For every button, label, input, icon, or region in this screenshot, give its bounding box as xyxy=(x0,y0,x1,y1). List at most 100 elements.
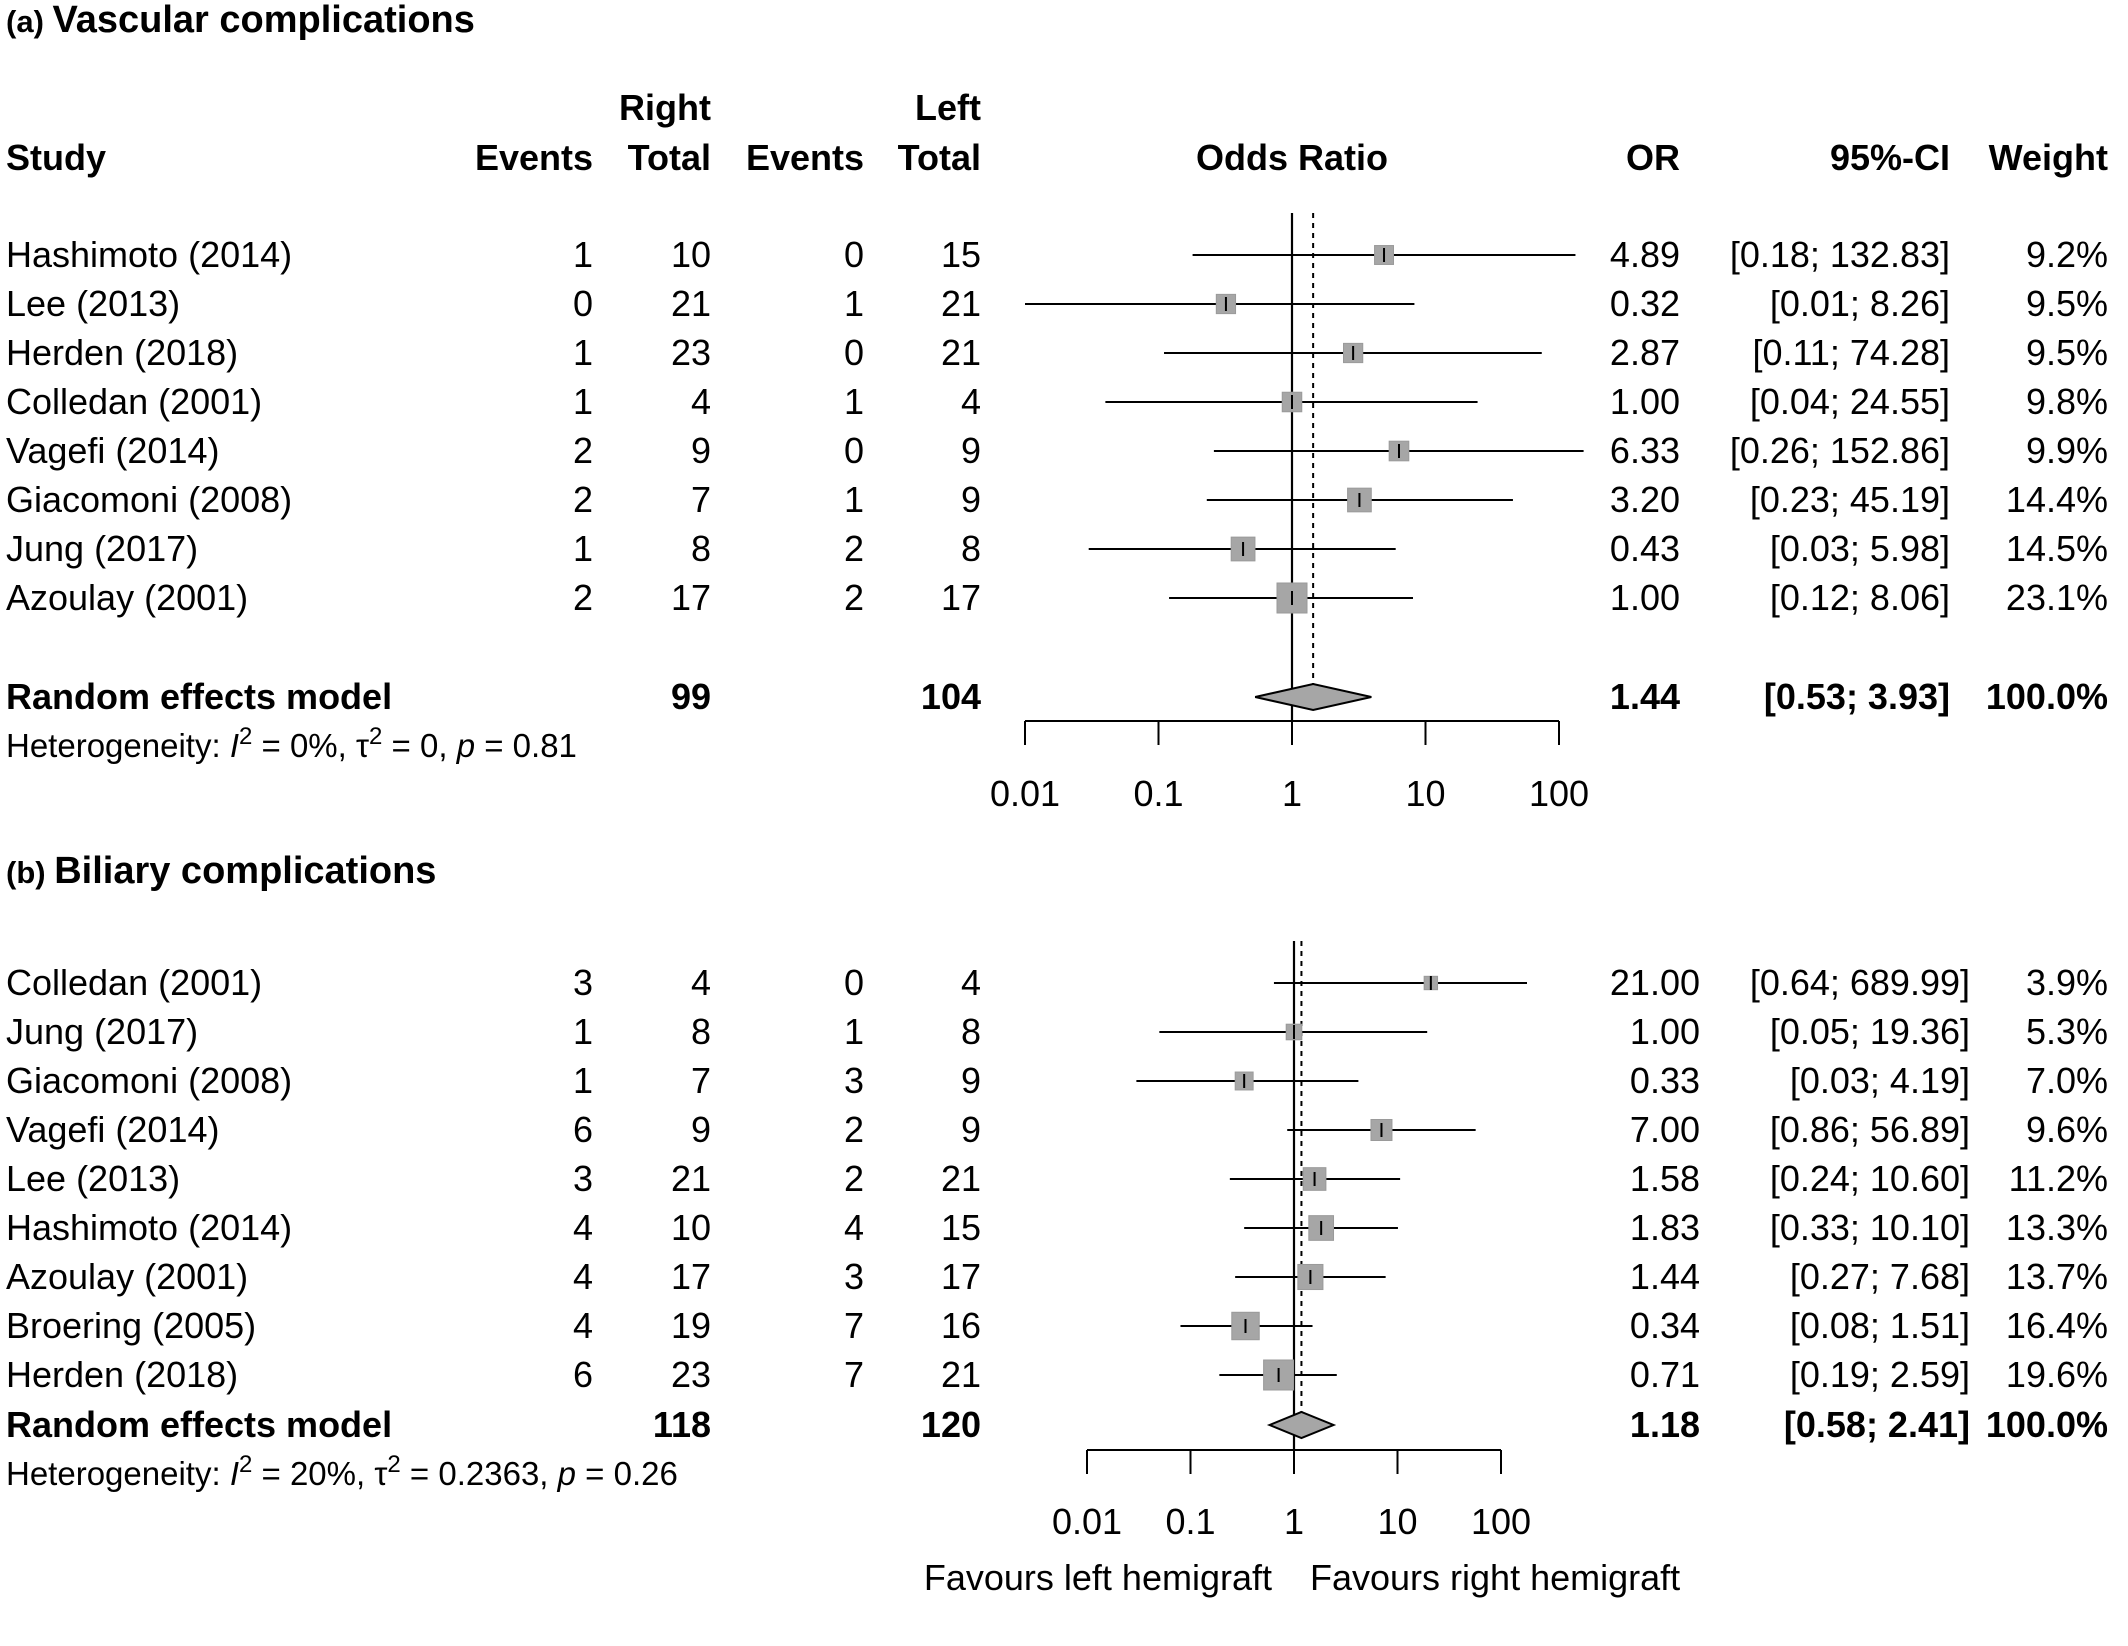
left-events: 0 xyxy=(844,962,864,1003)
left-events: 1 xyxy=(844,1011,864,1052)
right-events: 4 xyxy=(573,1256,593,1297)
ci-value: [0.03; 5.98] xyxy=(1770,528,1950,569)
right-total: 23 xyxy=(671,332,711,373)
left-events: 0 xyxy=(844,430,864,471)
left-total: 8 xyxy=(961,528,981,569)
ci-value: [0.05; 19.36] xyxy=(1770,1011,1970,1052)
weight-value: 11.2% xyxy=(2009,1158,2108,1199)
right-total: 19 xyxy=(671,1305,711,1346)
study-label: Azoulay (2001) xyxy=(6,1256,248,1297)
ci-value: [0.26; 152.86] xyxy=(1730,430,1950,471)
study-label: Giacomoni (2008) xyxy=(6,1060,292,1101)
right-events: 1 xyxy=(573,1060,593,1101)
left-total: 17 xyxy=(941,1256,981,1297)
study-label: Vagefi (2014) xyxy=(6,1109,219,1150)
summary-left-total: 104 xyxy=(921,676,981,717)
right-total: 17 xyxy=(671,577,711,618)
x-tick-label: 1 xyxy=(1284,1501,1304,1542)
right-total: 8 xyxy=(691,528,711,569)
ci-value: [0.24; 10.60] xyxy=(1770,1158,1970,1199)
summary-right-total: 118 xyxy=(653,1404,711,1445)
header-right-total: Total xyxy=(628,137,711,178)
right-events: 3 xyxy=(573,962,593,1003)
weight-value: 9.8% xyxy=(2026,381,2108,422)
right-total: 7 xyxy=(691,1060,711,1101)
right-events: 4 xyxy=(573,1207,593,1248)
ci-value: [0.01; 8.26] xyxy=(1770,283,1950,324)
left-events: 7 xyxy=(844,1305,864,1346)
ci-value: [0.04; 24.55] xyxy=(1750,381,1950,422)
summary-or: 1.18 xyxy=(1630,1404,1700,1445)
x-tick-label: 0.01 xyxy=(1052,1501,1122,1542)
summary-weight: 100.0% xyxy=(1986,1404,2108,1445)
left-events: 2 xyxy=(844,528,864,569)
study-label: Broering (2005) xyxy=(6,1305,256,1346)
favours-left-label: Favours left hemigraft xyxy=(924,1557,1272,1598)
right-events: 6 xyxy=(573,1354,593,1395)
right-events: 1 xyxy=(573,381,593,422)
summary-weight: 100.0% xyxy=(1986,676,2108,717)
weight-value: 16.4% xyxy=(2006,1305,2108,1346)
weight-value: 9.2% xyxy=(2026,234,2108,275)
right-total: 7 xyxy=(691,479,711,520)
summary-label: Random effects model xyxy=(6,676,392,717)
right-total: 8 xyxy=(691,1011,711,1052)
study-label: Colledan (2001) xyxy=(6,381,262,422)
header-right-group: Right xyxy=(619,87,711,128)
or-value: 0.33 xyxy=(1630,1060,1700,1101)
ci-value: [0.64; 689.99] xyxy=(1750,962,1970,1003)
panel-title: (b) Biliary complications xyxy=(6,850,436,892)
left-events: 1 xyxy=(844,283,864,324)
weight-value: 13.3% xyxy=(2006,1207,2108,1248)
study-label: Hashimoto (2014) xyxy=(6,234,292,275)
favours-right-label: Favours right hemigraft xyxy=(1310,1557,1680,1598)
header-left-group: Left xyxy=(915,87,981,128)
header-right-events: Events xyxy=(475,137,593,178)
ci-value: [0.27; 7.68] xyxy=(1790,1256,1970,1297)
left-total: 16 xyxy=(941,1305,981,1346)
right-events: 4 xyxy=(573,1305,593,1346)
weight-value: 7.0% xyxy=(2026,1060,2108,1101)
weight-value: 14.5% xyxy=(2006,528,2108,569)
summary-label: Random effects model xyxy=(6,1404,392,1445)
or-value: 0.43 xyxy=(1610,528,1680,569)
x-tick-label: 10 xyxy=(1405,773,1445,814)
or-value: 1.44 xyxy=(1630,1256,1700,1297)
left-total: 15 xyxy=(941,1207,981,1248)
left-total: 9 xyxy=(961,479,981,520)
ci-value: [0.18; 132.83] xyxy=(1730,234,1950,275)
or-value: 1.00 xyxy=(1610,381,1680,422)
weight-value: 9.5% xyxy=(2026,332,2108,373)
or-value: 0.71 xyxy=(1630,1354,1700,1395)
left-events: 1 xyxy=(844,381,864,422)
left-events: 2 xyxy=(844,1109,864,1150)
left-total: 21 xyxy=(941,283,981,324)
header-study: Study xyxy=(6,137,106,178)
x-tick-label: 0.01 xyxy=(990,773,1060,814)
summary-diamond xyxy=(1254,682,1372,712)
header-ci: 95%-CI xyxy=(1830,137,1950,178)
x-tick-label: 0.1 xyxy=(1133,773,1183,814)
x-tick-label: 0.1 xyxy=(1165,1501,1215,1542)
right-events: 2 xyxy=(573,577,593,618)
or-value: 1.00 xyxy=(1630,1011,1700,1052)
x-tick-label: 1 xyxy=(1282,773,1302,814)
weight-value: 23.1% xyxy=(2006,577,2108,618)
left-events: 4 xyxy=(844,1207,864,1248)
panel-title: (a) Vascular complications xyxy=(6,0,475,41)
right-events: 1 xyxy=(573,234,593,275)
right-total: 21 xyxy=(671,1158,711,1199)
summary-or: 1.44 xyxy=(1610,676,1680,717)
ci-value: [0.11; 74.28] xyxy=(1753,332,1951,373)
right-total: 21 xyxy=(671,283,711,324)
left-total: 9 xyxy=(961,1109,981,1150)
right-total: 23 xyxy=(671,1354,711,1395)
ci-value: [0.12; 8.06] xyxy=(1770,577,1950,618)
left-events: 2 xyxy=(844,577,864,618)
left-total: 9 xyxy=(961,1060,981,1101)
summary-ci: [0.53; 3.93] xyxy=(1764,676,1950,717)
or-value: 21.00 xyxy=(1610,962,1700,1003)
right-events: 0 xyxy=(573,283,593,324)
or-value: 0.32 xyxy=(1610,283,1680,324)
ci-value: [0.03; 4.19] xyxy=(1790,1060,1970,1101)
